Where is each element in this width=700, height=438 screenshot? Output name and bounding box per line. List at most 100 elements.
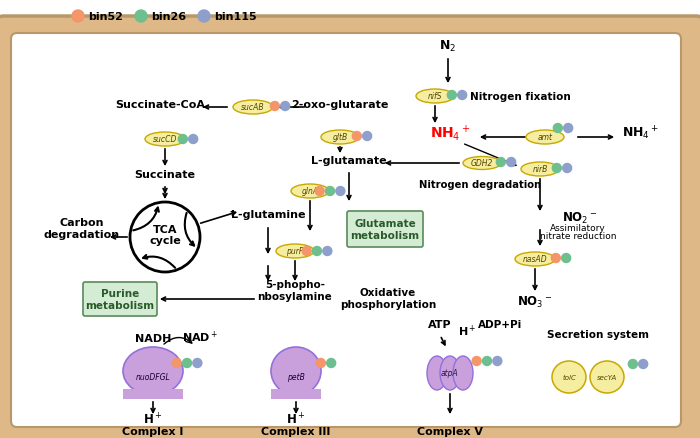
Ellipse shape xyxy=(440,356,460,390)
Ellipse shape xyxy=(515,252,555,266)
Text: Complex III: Complex III xyxy=(261,426,330,436)
Text: nuoDFGL: nuoDFGL xyxy=(136,373,170,381)
Text: NAD$^+$: NAD$^+$ xyxy=(182,329,218,344)
Text: ADP+Pi: ADP+Pi xyxy=(478,319,522,329)
Text: Assimilatory: Assimilatory xyxy=(550,223,606,233)
Ellipse shape xyxy=(463,157,501,170)
Circle shape xyxy=(629,360,637,369)
Text: 5-phopho-
nbosylamine: 5-phopho- nbosylamine xyxy=(258,280,332,301)
FancyBboxPatch shape xyxy=(83,283,157,316)
Text: nasAD: nasAD xyxy=(523,255,547,264)
Text: Complex V: Complex V xyxy=(417,426,483,436)
Text: bin52: bin52 xyxy=(88,12,123,22)
Text: Succinate-CoA: Succinate-CoA xyxy=(115,100,205,110)
Text: Glutamate
metabolism: Glutamate metabolism xyxy=(351,219,419,240)
Ellipse shape xyxy=(526,131,564,145)
Text: nirB: nirB xyxy=(532,165,547,174)
Text: nifS: nifS xyxy=(428,92,442,101)
Circle shape xyxy=(302,247,311,256)
Text: L-glutamine: L-glutamine xyxy=(231,209,305,219)
Text: bin115: bin115 xyxy=(214,12,257,22)
Text: atpA: atpA xyxy=(441,369,459,378)
Ellipse shape xyxy=(233,101,273,115)
Text: sucAB: sucAB xyxy=(241,103,265,112)
Text: Nitrogen degradation: Nitrogen degradation xyxy=(419,180,541,190)
Circle shape xyxy=(312,247,321,256)
Text: 2-oxo-glutarate: 2-oxo-glutarate xyxy=(291,100,389,110)
Text: gltB: gltB xyxy=(332,133,348,142)
FancyBboxPatch shape xyxy=(347,212,423,247)
Circle shape xyxy=(193,359,202,367)
Ellipse shape xyxy=(276,244,314,258)
Ellipse shape xyxy=(427,356,447,390)
Text: bin26: bin26 xyxy=(151,12,186,22)
Text: H$^+$: H$^+$ xyxy=(458,323,476,338)
Ellipse shape xyxy=(321,131,359,145)
Text: GDH2: GDH2 xyxy=(471,159,493,168)
Text: Oxidative
phosphorylation: Oxidative phosphorylation xyxy=(340,288,436,309)
Circle shape xyxy=(183,359,192,367)
Text: TCA: TCA xyxy=(153,225,177,234)
Circle shape xyxy=(130,202,200,272)
Text: Nitrogen fixation: Nitrogen fixation xyxy=(470,92,570,102)
Circle shape xyxy=(363,132,372,141)
Text: sucCD: sucCD xyxy=(153,135,177,144)
Circle shape xyxy=(561,254,570,263)
FancyBboxPatch shape xyxy=(271,389,321,399)
Circle shape xyxy=(493,357,502,366)
Text: Succinate: Succinate xyxy=(134,170,195,180)
Ellipse shape xyxy=(416,90,454,104)
Text: glnA: glnA xyxy=(302,187,318,196)
Circle shape xyxy=(552,164,561,173)
Text: N$_2$: N$_2$ xyxy=(440,39,456,54)
Text: secYA: secYA xyxy=(597,374,617,380)
Circle shape xyxy=(178,135,188,144)
Circle shape xyxy=(189,135,197,144)
Circle shape xyxy=(447,91,456,100)
Text: Carbon
degradation: Carbon degradation xyxy=(44,218,120,240)
Text: nitrate reduction: nitrate reduction xyxy=(540,231,616,240)
Text: NO$_2$$^-$: NO$_2$$^-$ xyxy=(562,211,597,226)
Circle shape xyxy=(336,187,345,196)
FancyBboxPatch shape xyxy=(11,34,681,427)
Circle shape xyxy=(458,91,467,100)
Text: tolC: tolC xyxy=(562,374,576,380)
Text: H$^+$: H$^+$ xyxy=(144,412,163,427)
Text: NADH: NADH xyxy=(135,333,172,343)
Text: NH$_4$$^+$: NH$_4$$^+$ xyxy=(622,125,659,142)
Ellipse shape xyxy=(590,361,624,393)
Text: NO$_3$$^-$: NO$_3$$^-$ xyxy=(517,294,552,309)
Text: Secretion system: Secretion system xyxy=(547,329,649,339)
Circle shape xyxy=(352,132,361,141)
Text: ATP: ATP xyxy=(428,319,452,329)
Circle shape xyxy=(563,164,572,173)
Circle shape xyxy=(327,359,336,367)
Circle shape xyxy=(323,247,332,256)
Circle shape xyxy=(472,357,481,366)
Circle shape xyxy=(507,158,516,167)
Circle shape xyxy=(564,124,573,133)
Circle shape xyxy=(496,158,505,167)
Ellipse shape xyxy=(521,162,559,177)
Ellipse shape xyxy=(552,361,586,393)
Circle shape xyxy=(316,359,326,367)
Circle shape xyxy=(315,187,324,196)
Ellipse shape xyxy=(145,133,185,147)
Ellipse shape xyxy=(291,184,329,198)
FancyBboxPatch shape xyxy=(123,389,183,399)
Text: purF: purF xyxy=(286,247,304,256)
Text: Complex I: Complex I xyxy=(122,426,183,436)
Ellipse shape xyxy=(123,347,183,395)
Circle shape xyxy=(281,102,290,111)
Circle shape xyxy=(72,11,84,23)
Text: NH$_4$$^+$: NH$_4$$^+$ xyxy=(430,123,470,143)
Text: L-glutamate: L-glutamate xyxy=(312,155,387,166)
Circle shape xyxy=(270,102,279,111)
Text: petB: petB xyxy=(287,373,305,381)
Text: cycle: cycle xyxy=(149,236,181,245)
Text: H$^+$: H$^+$ xyxy=(286,412,306,427)
Text: amt: amt xyxy=(538,133,552,142)
Circle shape xyxy=(326,187,335,196)
Circle shape xyxy=(198,11,210,23)
Circle shape xyxy=(482,357,491,366)
